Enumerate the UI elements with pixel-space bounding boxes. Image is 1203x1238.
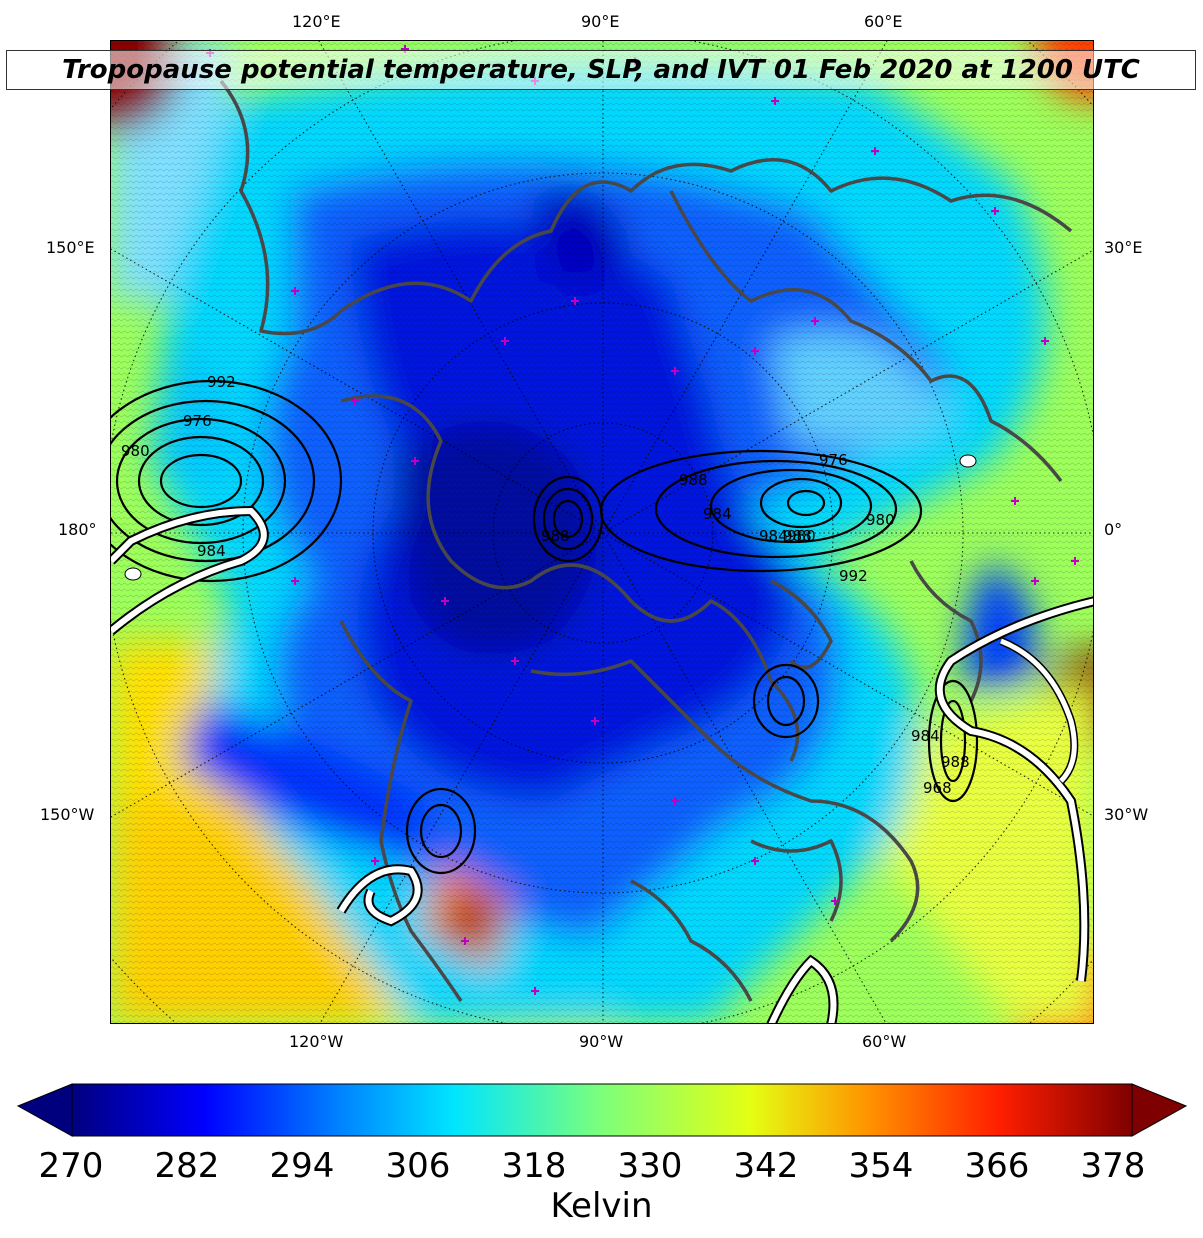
colorbar-tick: 306: [385, 1146, 451, 1186]
lon-label-left: 150°E: [46, 238, 95, 257]
slp-label: 984: [759, 527, 788, 545]
slp-label: 992: [839, 567, 868, 585]
slp-label: 988: [541, 527, 570, 545]
lon-label-bottom: 90°W: [579, 1032, 624, 1051]
slp-label: 968: [923, 779, 952, 797]
lon-label-bottom: 60°W: [862, 1032, 907, 1051]
slp-label: 980: [787, 527, 816, 545]
slp-label: 984: [911, 727, 940, 745]
map-panel: 992 976 980 984 988 976 988 984 980 992 …: [110, 40, 1094, 1024]
slp-label: 984: [703, 505, 732, 523]
colorbar-tick: 366: [964, 1146, 1030, 1186]
slp-label: 984: [197, 542, 226, 560]
slp-label: 976: [819, 451, 848, 469]
lon-label-bottom: 120°W: [289, 1032, 344, 1051]
lon-label-left: 150°W: [40, 805, 95, 824]
slp-labels: 992 976 980 984 988 976 988 984 980 992 …: [121, 373, 970, 797]
colorbar-max-extension: [1131, 1083, 1188, 1137]
colorbar-tick: 378: [1080, 1146, 1146, 1186]
ivt-contours: [111, 454, 1093, 1023]
colorbar-tick: 294: [269, 1146, 335, 1186]
slp-label: 976: [183, 412, 212, 430]
lon-label-top: 120°E: [292, 12, 341, 31]
colorbar-min-extension: [16, 1083, 73, 1137]
colorbar-tick: 330: [617, 1146, 683, 1186]
colorbar-tick: 270: [38, 1146, 104, 1186]
slp-label: 988: [941, 753, 970, 771]
coastlines: [219, 79, 1073, 1002]
colorbar-tick: 342: [733, 1146, 799, 1186]
lon-label-right: 30°W: [1104, 805, 1149, 824]
colorbar-gradient: [71, 1083, 1133, 1137]
slp-label: 992: [207, 373, 236, 391]
colorbar-tick: 318: [501, 1146, 567, 1186]
colorbar-tick: 282: [154, 1146, 220, 1186]
slp-label: 988: [679, 471, 708, 489]
lon-label-right: 0°: [1104, 520, 1123, 539]
lon-label-left: 180°: [58, 520, 97, 539]
station-markers: [206, 45, 1079, 995]
map-title: Tropopause potential temperature, SLP, a…: [6, 50, 1196, 90]
lon-label-right: 30°E: [1104, 238, 1143, 257]
slp-contours: [111, 379, 979, 875]
lon-label-top: 90°E: [581, 12, 620, 31]
slp-label: 988: [783, 527, 812, 545]
colorbar-tick: 354: [848, 1146, 914, 1186]
tropopause-theta-map: 992 976 980 984 988 976 988 984 980 992 …: [111, 41, 1093, 1023]
slp-label: 980: [866, 511, 895, 529]
colorbar: [16, 1083, 1188, 1137]
colorbar-units: Kelvin: [550, 1186, 653, 1226]
slp-label: 980: [121, 442, 150, 460]
lon-label-top: 60°E: [864, 12, 903, 31]
